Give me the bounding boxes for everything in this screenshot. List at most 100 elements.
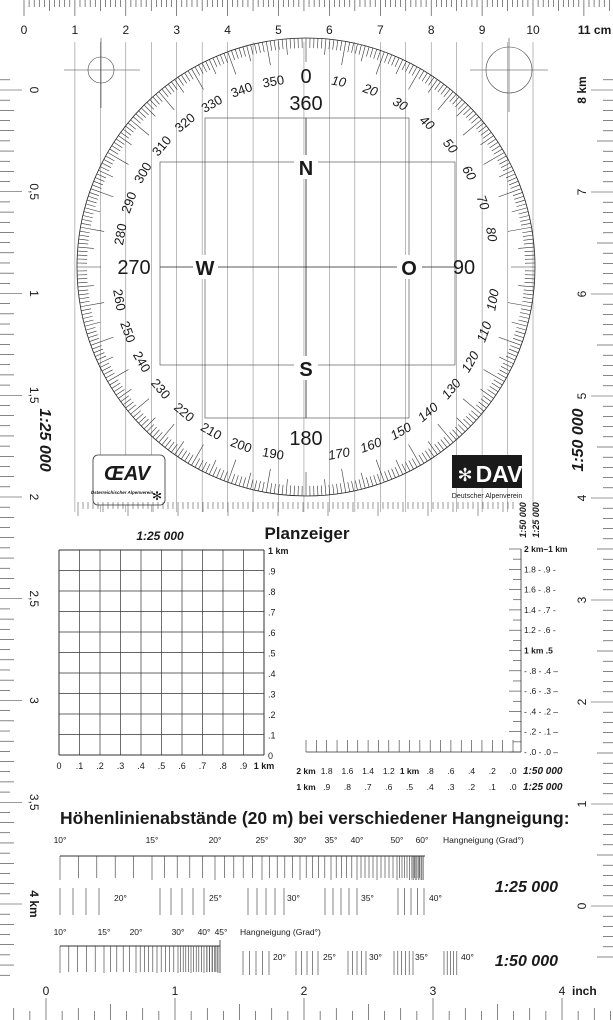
degree-tick bbox=[449, 432, 457, 441]
degree-tick bbox=[107, 369, 129, 382]
cardinal-west: W bbox=[196, 258, 215, 280]
degree-tick bbox=[493, 379, 503, 386]
degree-tick bbox=[216, 468, 221, 478]
degree-tick bbox=[471, 410, 480, 418]
degree-tick bbox=[515, 199, 526, 204]
degree-label: 240 bbox=[130, 349, 154, 375]
degree-label: 160 bbox=[358, 434, 384, 456]
degree-tick bbox=[167, 441, 175, 451]
degree-tick bbox=[507, 226, 532, 232]
degree-tick bbox=[96, 355, 107, 361]
degree-label: 310 bbox=[149, 133, 174, 159]
degree-tick bbox=[234, 475, 239, 485]
degree-tick bbox=[452, 429, 460, 438]
degree-tick bbox=[522, 230, 533, 234]
degree-tick bbox=[101, 366, 112, 372]
h-scale-label-25000: .7 bbox=[365, 782, 372, 792]
degree-tick bbox=[88, 195, 98, 200]
degree-tick bbox=[510, 345, 520, 350]
degree-tick bbox=[234, 49, 239, 59]
degree-tick bbox=[421, 72, 428, 82]
vertical-scale-label: 1 km .5 bbox=[524, 646, 553, 656]
degree-tick bbox=[258, 481, 261, 492]
cm-label: 9 bbox=[479, 23, 486, 37]
degree-tick bbox=[265, 468, 271, 493]
degree-tick bbox=[515, 330, 526, 335]
degree-tick bbox=[85, 203, 96, 207]
degree-tick bbox=[405, 62, 411, 73]
degree-tick bbox=[86, 199, 97, 204]
degree-tick bbox=[487, 389, 497, 396]
degree-tick bbox=[443, 88, 451, 97]
degree-tick bbox=[463, 107, 471, 116]
degree-tick bbox=[377, 473, 381, 484]
degree-tick bbox=[85, 327, 96, 331]
degree-tick bbox=[79, 297, 90, 300]
degree-tick bbox=[191, 68, 204, 90]
inch-label: 3 bbox=[430, 984, 437, 998]
degree-tick bbox=[523, 238, 534, 241]
degree-tick bbox=[277, 484, 280, 495]
degree-tick bbox=[242, 477, 246, 488]
cm-label: 6 bbox=[326, 23, 333, 37]
degree-tick bbox=[523, 293, 534, 296]
degree-tick bbox=[127, 404, 136, 412]
degree-tick bbox=[519, 215, 530, 219]
slope-label-25000: 20° bbox=[209, 835, 222, 845]
degree-tick bbox=[483, 152, 505, 165]
degree-tick bbox=[250, 479, 254, 490]
degree-tick bbox=[227, 51, 237, 75]
degree-tick bbox=[505, 355, 516, 361]
inner-deg-east: 90 bbox=[453, 257, 475, 279]
slope-heading: Höhenlinienabstände (20 m) bei verschied… bbox=[60, 808, 570, 828]
degree-label: 190 bbox=[261, 444, 285, 463]
degree-tick bbox=[366, 46, 370, 57]
degree-tick bbox=[437, 91, 454, 111]
degree-tick bbox=[273, 483, 276, 494]
h-scale-label-25000: 1 km bbox=[296, 782, 316, 792]
h-scale-label-50000: 1.6 bbox=[341, 766, 353, 776]
degree-tick bbox=[216, 56, 221, 66]
degree-tick bbox=[401, 61, 407, 71]
degree-tick bbox=[115, 389, 125, 396]
degree-tick bbox=[341, 41, 347, 66]
degree-tick bbox=[242, 46, 246, 57]
cardinal-south: S bbox=[299, 359, 312, 381]
degree-tick bbox=[81, 223, 92, 226]
degree-tick bbox=[135, 413, 144, 421]
degree-tick bbox=[103, 369, 113, 375]
degree-tick bbox=[523, 242, 534, 245]
degree-tick bbox=[491, 145, 501, 152]
contour-group-label-25000: 40° bbox=[429, 893, 442, 903]
degree-tick bbox=[440, 86, 448, 95]
degree-tick bbox=[508, 348, 519, 354]
degree-tick bbox=[520, 219, 531, 222]
degree-tick bbox=[520, 308, 531, 311]
degree-tick bbox=[80, 302, 105, 308]
degree-label: 0 bbox=[300, 66, 311, 88]
degree-tick bbox=[324, 38, 327, 55]
vertical-scale-label: - .2 - .1 – bbox=[524, 727, 558, 737]
degree-label: 40 bbox=[417, 112, 438, 133]
degree-label: 330 bbox=[199, 92, 225, 116]
planzeiger-top-tick-row bbox=[77, 502, 515, 516]
degree-tick bbox=[212, 466, 218, 477]
vertical-scale-title-50000: 1:50 000 bbox=[518, 502, 528, 538]
degree-tick bbox=[522, 300, 533, 304]
degree-tick bbox=[265, 41, 271, 66]
degree-tick bbox=[223, 471, 228, 481]
degree-tick bbox=[100, 166, 110, 172]
degree-tick bbox=[181, 450, 187, 460]
top-cm-ruler: 0 1 2 3 4 5 6 7 8 9 10 11 cm bbox=[21, 0, 611, 37]
degree-tick bbox=[83, 211, 94, 215]
degree-tick bbox=[132, 116, 141, 124]
dav-logo-text: Deutscher Alpenverein bbox=[452, 493, 523, 500]
degree-label: 110 bbox=[473, 319, 494, 344]
degree-tick bbox=[360, 45, 366, 62]
degree-tick bbox=[391, 56, 396, 66]
contour-group-label-25000: 25° bbox=[209, 893, 222, 903]
degree-label: 280 bbox=[111, 222, 130, 246]
degree-tick bbox=[387, 54, 393, 65]
degree-tick bbox=[125, 401, 134, 409]
